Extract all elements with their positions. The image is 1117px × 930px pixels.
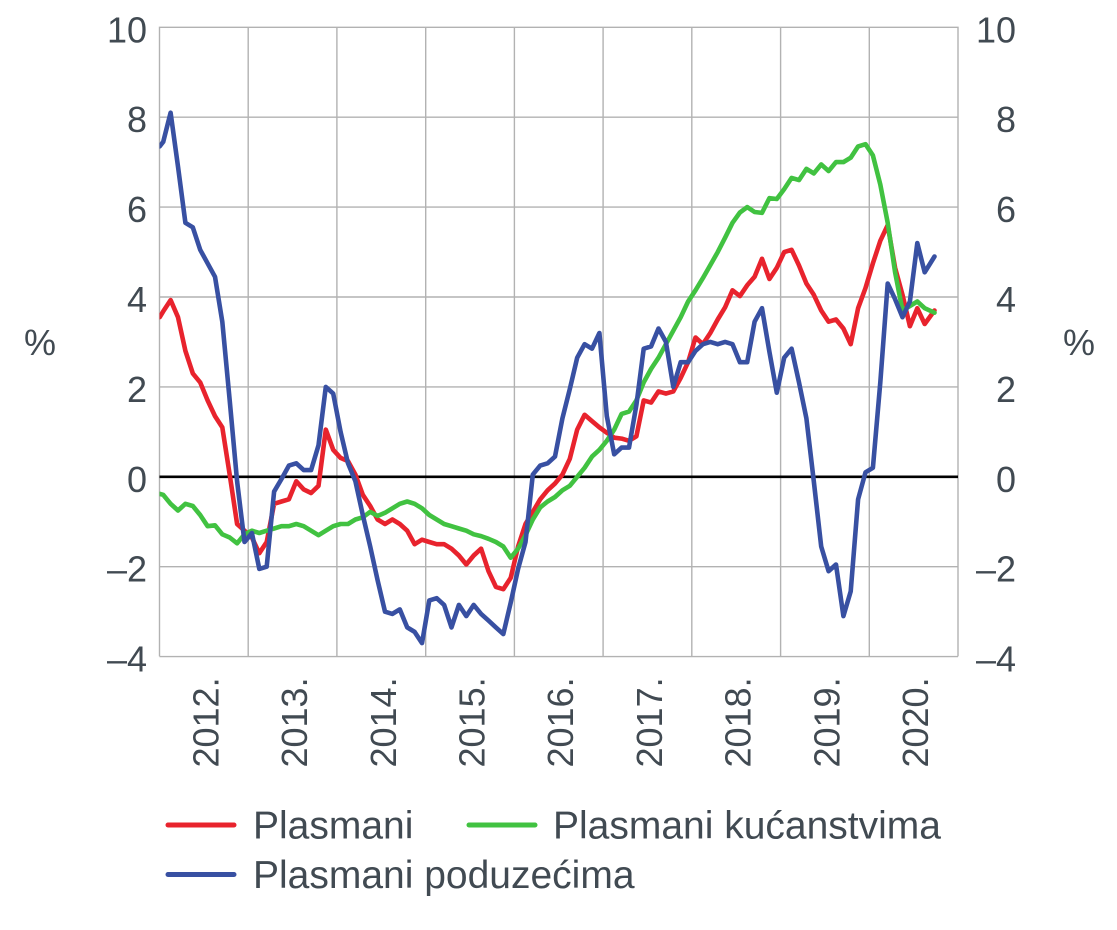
- svg-text:2018.: 2018.: [718, 677, 759, 767]
- svg-text:Plasmani kućanstvima: Plasmani kućanstvima: [553, 805, 941, 848]
- svg-text:–4: –4: [976, 639, 1016, 680]
- svg-text:8: 8: [127, 99, 147, 140]
- svg-text:Plasmani: Plasmani: [253, 805, 413, 848]
- svg-text:8: 8: [996, 99, 1016, 140]
- svg-text:4: 4: [127, 279, 147, 320]
- svg-text:2013.: 2013.: [274, 677, 315, 767]
- svg-text:0: 0: [996, 459, 1016, 500]
- svg-text:2012.: 2012.: [185, 677, 226, 767]
- svg-text:–2: –2: [976, 549, 1016, 590]
- svg-text:2: 2: [996, 369, 1016, 410]
- svg-text:4: 4: [996, 279, 1016, 320]
- svg-text:–2: –2: [107, 549, 147, 590]
- svg-text:2017.: 2017.: [629, 677, 670, 767]
- svg-text:10: 10: [976, 9, 1016, 50]
- svg-text:2019.: 2019.: [806, 677, 847, 767]
- svg-text:–4: –4: [107, 639, 147, 680]
- svg-text:%: %: [24, 322, 56, 363]
- svg-text:6: 6: [127, 189, 147, 230]
- svg-text:%: %: [1063, 322, 1095, 363]
- svg-text:0: 0: [127, 459, 147, 500]
- svg-text:Plasmani poduzećima: Plasmani poduzećima: [253, 854, 635, 897]
- svg-text:6: 6: [996, 189, 1016, 230]
- svg-text:2014.: 2014.: [363, 677, 404, 767]
- svg-text:10: 10: [107, 9, 147, 50]
- svg-text:2015.: 2015.: [452, 677, 493, 767]
- svg-text:2020.: 2020.: [895, 677, 936, 767]
- svg-text:2: 2: [127, 369, 147, 410]
- svg-text:2016.: 2016.: [540, 677, 581, 767]
